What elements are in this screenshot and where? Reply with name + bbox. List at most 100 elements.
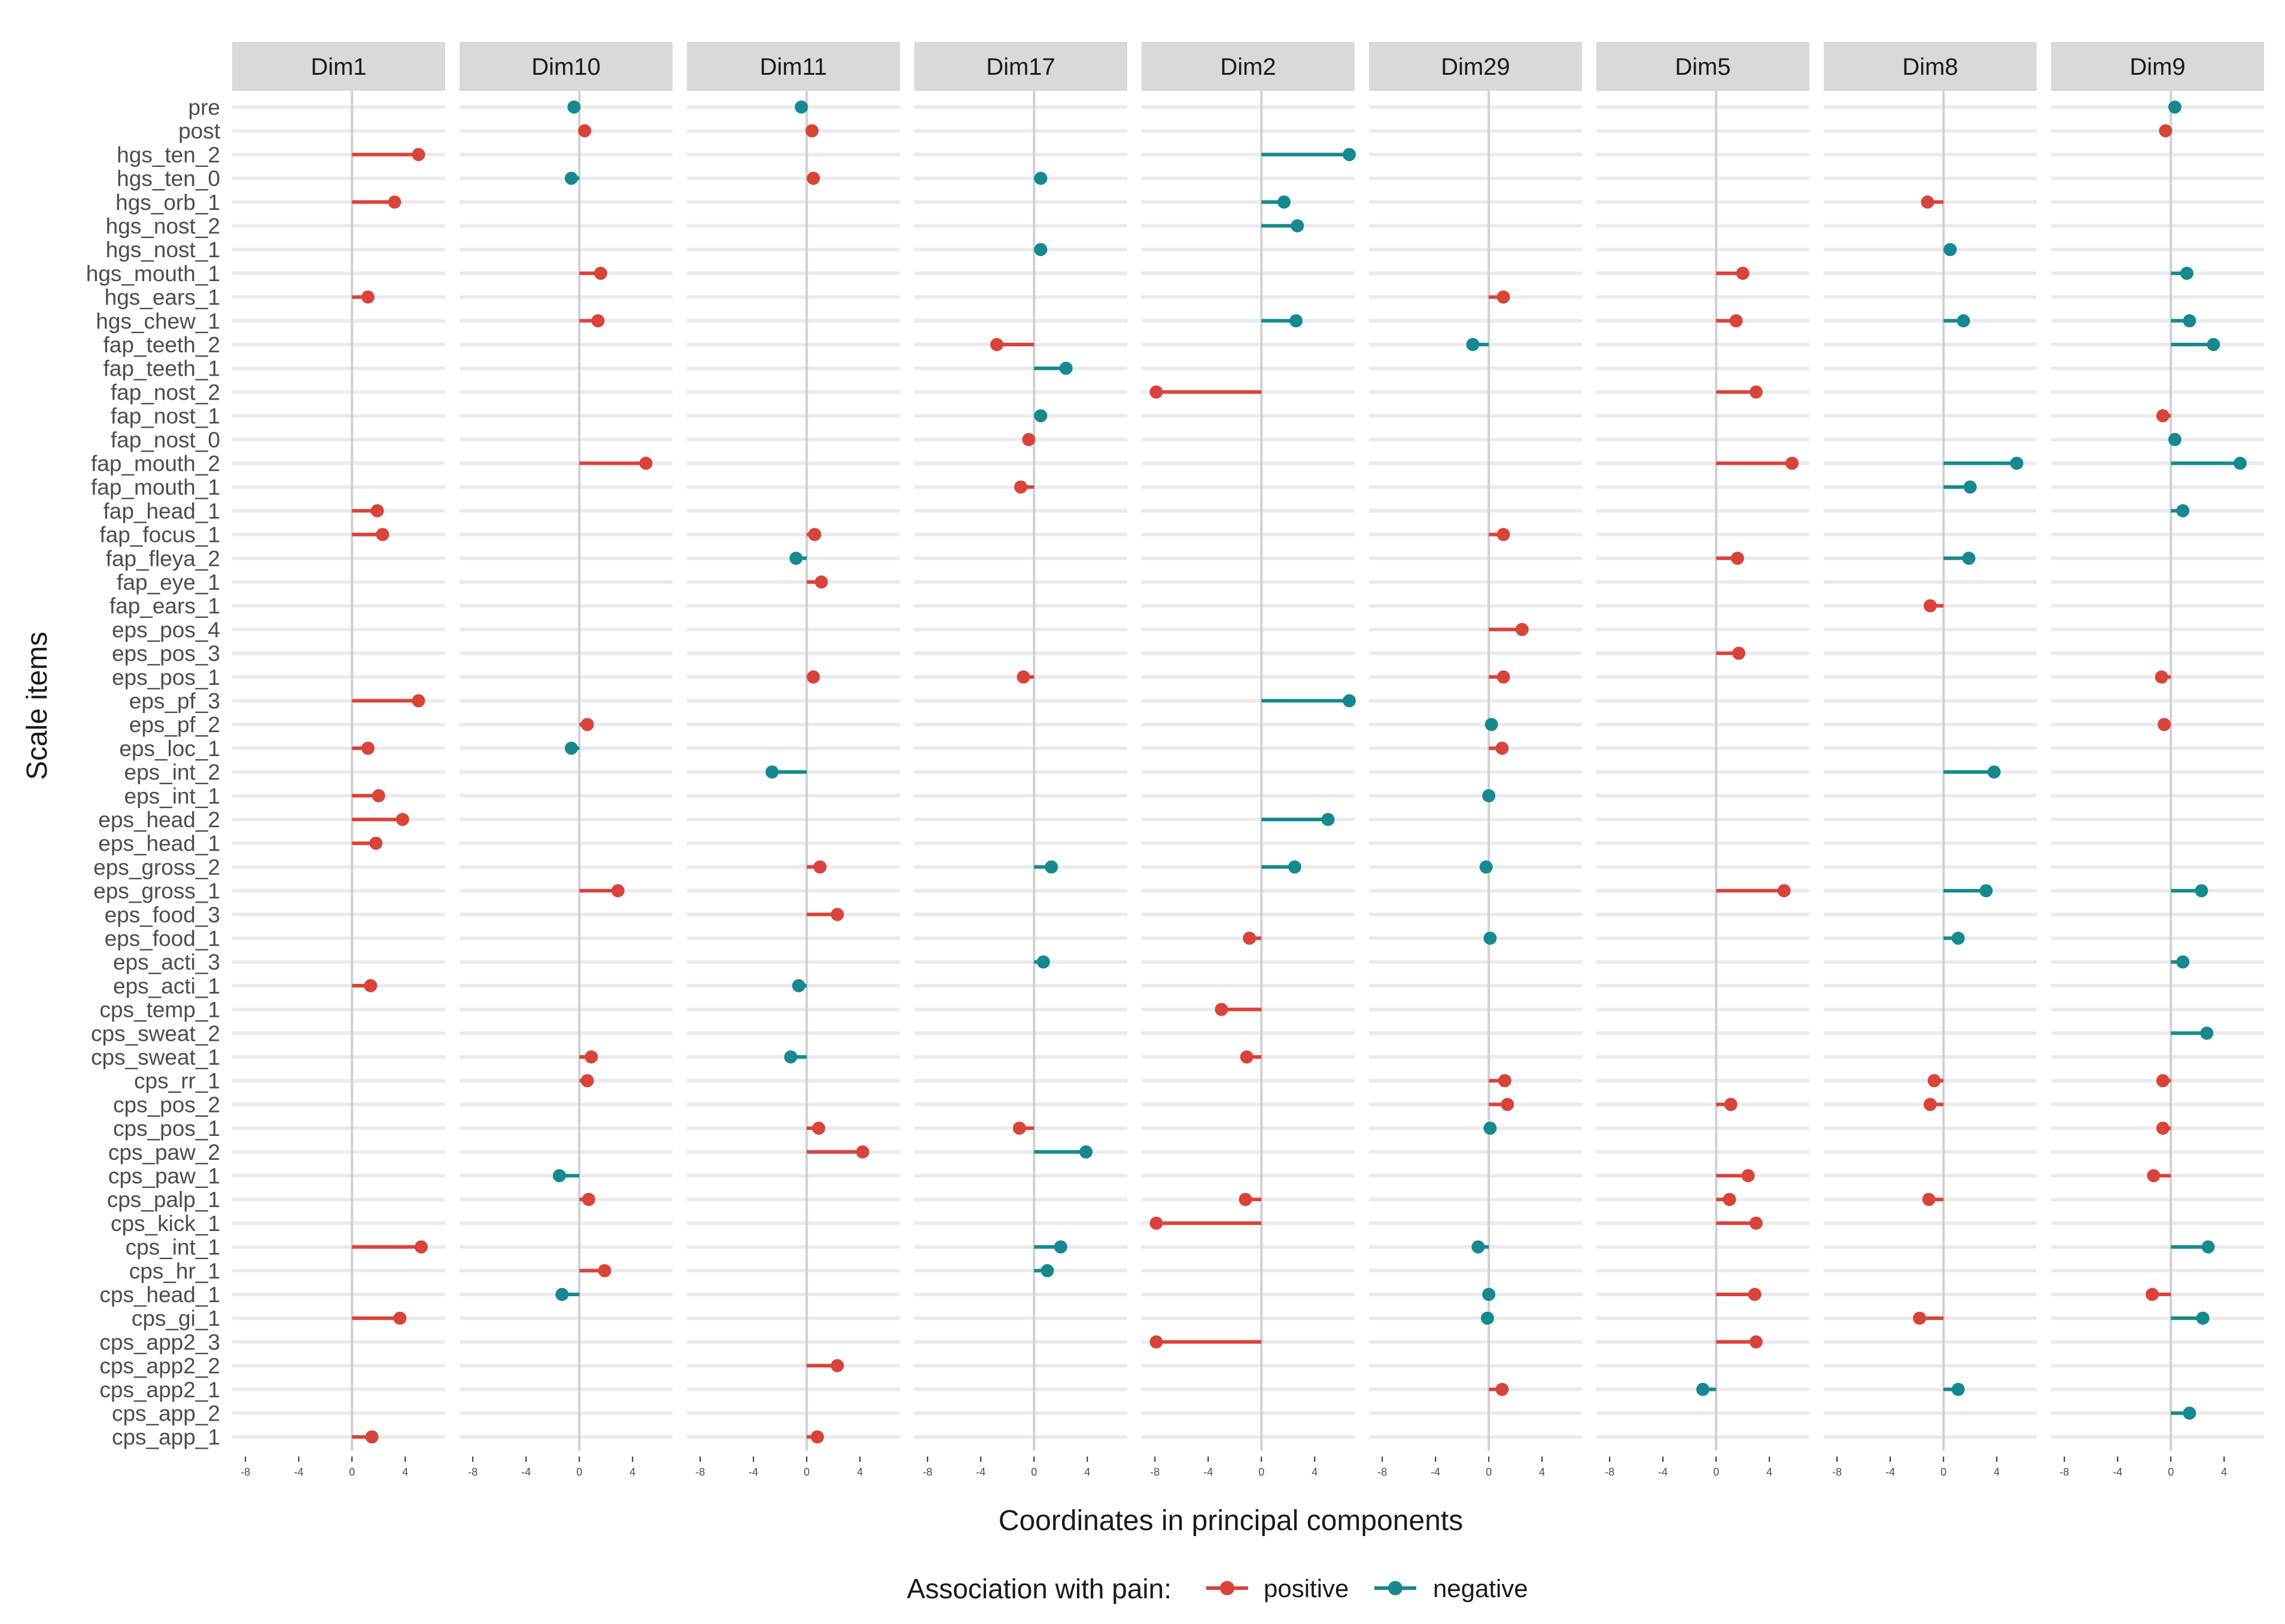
y-tick-label-hgs-orb-1: hgs_orb_1 — [115, 190, 220, 215]
y-tick-label-cps-hr-1: cps_hr_1 — [129, 1259, 220, 1283]
lollipop-point-dim2-hgs-chew-1 — [1289, 314, 1303, 328]
y-tick-label-eps-pos-3: eps_pos_3 — [112, 641, 220, 666]
lollipop-point-dim5-fap-fleya-2 — [1730, 552, 1744, 565]
lollipop-point-dim5-cps-pos-2 — [1724, 1098, 1738, 1111]
lollipop-point-dim5-cps-app2-3 — [1749, 1335, 1763, 1349]
lollipop-point-dim2-cps-palp-1 — [1239, 1193, 1252, 1206]
y-tick-label-fap-focus-1: fap_focus_1 — [99, 523, 220, 547]
y-tick-label-cps-rr-1: cps_rr_1 — [134, 1069, 220, 1093]
lollipop-point-dim9-eps-acti-3 — [2176, 955, 2190, 969]
lollipop-point-dim1-hgs-ears-1 — [361, 290, 375, 304]
y-tick-label-cps-paw-1: cps_paw_1 — [108, 1164, 220, 1189]
facet-panel-dim11: Dim11 -8 -4 0 4 — [687, 42, 900, 1478]
lollipop-point-dim2-hgs-ten-2 — [1343, 148, 1356, 162]
y-tick-label-eps-head-1: eps_head_1 — [98, 831, 220, 856]
y-axis-title: Scale items — [22, 632, 53, 780]
y-tick-label-eps-acti-3: eps_acti_3 — [113, 950, 220, 974]
x-tick-label: 0 — [1940, 1466, 1946, 1478]
lollipop-point-dim9-cps-pos-1 — [2156, 1122, 2170, 1135]
lollipop-point-dim29-eps-pos-4 — [1515, 623, 1529, 636]
lollipop-point-dim29-hgs-ears-1 — [1496, 290, 1510, 304]
lollipop-point-dim5-cps-app2-1 — [1696, 1382, 1709, 1396]
x-tick-label: -4 — [1203, 1466, 1213, 1478]
facet-title-dim2: Dim2 — [1220, 54, 1276, 80]
y-tick-label-eps-gross-1: eps_gross_1 — [93, 879, 220, 903]
lollipop-point-dim11-hgs-ten-0 — [807, 172, 820, 185]
lollipop-point-dim10-fap-mouth-2 — [639, 456, 653, 470]
x-tick-label: 4 — [857, 1466, 863, 1478]
legend-key-negative-dot — [1388, 1581, 1402, 1595]
lollipop-point-dim1-eps-head-2 — [395, 813, 409, 826]
lollipop-point-dim29-eps-int-1 — [1482, 789, 1496, 803]
y-tick-label-hgs-nost-1: hgs_nost_1 — [106, 237, 220, 262]
y-tick-label-pre: pre — [188, 95, 220, 120]
y-tick-label-cps-paw-2: cps_paw_2 — [108, 1140, 220, 1165]
lollipop-point-dim10-pre — [567, 100, 581, 114]
lollipop-point-dim29-cps-gi-1 — [1481, 1311, 1495, 1325]
lollipop-point-dim5-cps-palp-1 — [1723, 1193, 1736, 1206]
lollipop-point-dim9-fap-mouth-2 — [2233, 456, 2247, 470]
lollipop-point-dim1-eps-acti-1 — [364, 979, 378, 992]
lollipop-point-dim9-hgs-chew-1 — [2183, 314, 2196, 328]
y-tick-label-eps-acti-1: eps_acti_1 — [113, 974, 220, 998]
lollipop-point-dim5-cps-paw-1 — [1741, 1169, 1755, 1183]
x-tick-label: -8 — [923, 1466, 932, 1478]
lollipop-point-dim8-eps-gross-1 — [1979, 884, 1993, 898]
lollipop-point-dim11-eps-int-2 — [765, 765, 779, 779]
lollipop-point-dim5-hgs-mouth-1 — [1736, 266, 1749, 280]
y-tick-label-cps-int-1: cps_int_1 — [126, 1235, 220, 1260]
lollipop-point-dim2-hgs-nost-2 — [1291, 219, 1304, 233]
facet-strip-dim17 — [914, 42, 1127, 91]
lollipop-point-dim9-cps-head-1 — [2146, 1288, 2159, 1301]
lollipop-point-dim17-fap-teeth-2 — [990, 338, 1003, 351]
y-tick-label-fap-teeth-1: fap_teeth_1 — [104, 357, 220, 381]
x-tick-label: -4 — [2113, 1466, 2122, 1478]
lollipop-point-dim10-cps-head-1 — [555, 1288, 569, 1301]
lollipop-point-dim17-cps-int-1 — [1054, 1240, 1067, 1254]
lollipop-point-dim10-cps-rr-1 — [580, 1074, 594, 1087]
x-tick-label: 0 — [1258, 1466, 1264, 1478]
lollipop-point-dim9-fap-head-1 — [2176, 504, 2190, 517]
lollipop-point-dim29-eps-loc-1 — [1495, 741, 1509, 755]
lollipop-point-dim17-fap-teeth-1 — [1059, 361, 1073, 375]
y-tick-label-cps-sweat-1: cps_sweat_1 — [91, 1045, 220, 1070]
y-tick-label-eps-pos-4: eps_pos_4 — [112, 617, 220, 642]
lollipop-point-dim9-fap-nost-0 — [2168, 432, 2181, 446]
lollipop-point-dim11-fap-focus-1 — [808, 528, 821, 541]
lollipop-point-dim17-fap-mouth-1 — [1014, 480, 1027, 494]
lollipop-point-dim5-fap-nost-2 — [1749, 385, 1763, 399]
lollipop-point-dim9-eps-pos-1 — [2155, 670, 2168, 684]
x-tick-label: 0 — [349, 1466, 355, 1478]
lollipop-point-dim1-fap-head-1 — [370, 504, 384, 517]
legend-label-negative: negative — [1433, 1574, 1528, 1602]
y-tick-label-fap-mouth-2: fap_mouth_2 — [91, 452, 220, 476]
legend: Association with pain: positive negative — [907, 1573, 1528, 1604]
legend-title: Association with pain: — [907, 1573, 1172, 1604]
facet-panel-dim29: Dim29 -8 -4 0 4 — [1369, 42, 1582, 1478]
x-tick-label: 4 — [1084, 1466, 1090, 1478]
facet-panel-dim1: Dim1 -8 -4 0 4 — [232, 42, 445, 1478]
x-tick-label: 0 — [1031, 1466, 1037, 1478]
lollipop-point-dim9-cps-int-1 — [2201, 1240, 2215, 1254]
lollipop-point-dim8-eps-food-1 — [1951, 931, 1965, 945]
lollipop-point-dim17-eps-acti-3 — [1036, 955, 1050, 969]
y-tick-label-eps-pos-1: eps_pos_1 — [112, 665, 220, 690]
y-axis-tick-labels: preposthgs_ten_2hgs_ten_0hgs_orb_1hgs_no… — [86, 95, 221, 1449]
lollipop-point-dim9-fap-teeth-2 — [2207, 338, 2220, 351]
y-tick-label-fap-ears-1: fap_ears_1 — [109, 594, 220, 618]
facet-title-dim11: Dim11 — [760, 54, 827, 80]
lollipop-point-dim29-cps-int-1 — [1471, 1240, 1485, 1254]
y-tick-label-eps-head-2: eps_head_2 — [98, 808, 220, 832]
x-tick-label: 4 — [1766, 1466, 1772, 1478]
x-tick-label: -4 — [1885, 1466, 1895, 1478]
y-tick-label-hgs-ten-2: hgs_ten_2 — [117, 142, 220, 167]
lollipop-point-dim17-hgs-nost-1 — [1034, 243, 1048, 257]
lollipop-point-dim11-post — [805, 124, 819, 138]
lollipop-point-dim1-hgs-ten-2 — [412, 148, 425, 162]
lollipop-point-dim1-cps-int-1 — [414, 1240, 428, 1254]
lollipop-point-dim17-eps-gross-2 — [1045, 860, 1058, 874]
lollipop-point-dim29-cps-pos-2 — [1501, 1098, 1514, 1111]
x-tick-label: -8 — [1150, 1466, 1160, 1478]
lollipop-point-dim17-cps-hr-1 — [1040, 1264, 1054, 1278]
